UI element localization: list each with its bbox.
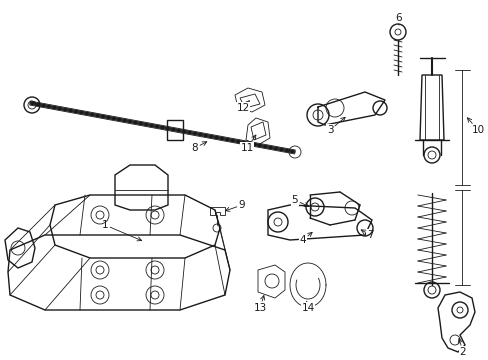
- Text: 12: 12: [236, 101, 249, 113]
- Text: 7: 7: [361, 230, 372, 240]
- Text: 11: 11: [240, 135, 255, 153]
- Text: 1: 1: [102, 220, 142, 241]
- Text: 2: 2: [457, 338, 466, 357]
- Text: 3: 3: [326, 117, 345, 135]
- Text: 14: 14: [301, 301, 314, 313]
- Text: 9: 9: [225, 200, 245, 211]
- Text: 13: 13: [253, 296, 266, 313]
- Text: 4: 4: [299, 232, 311, 245]
- Text: 5: 5: [291, 195, 308, 207]
- Text: 8: 8: [191, 142, 206, 153]
- Text: 6: 6: [395, 13, 402, 25]
- Text: 10: 10: [467, 118, 484, 135]
